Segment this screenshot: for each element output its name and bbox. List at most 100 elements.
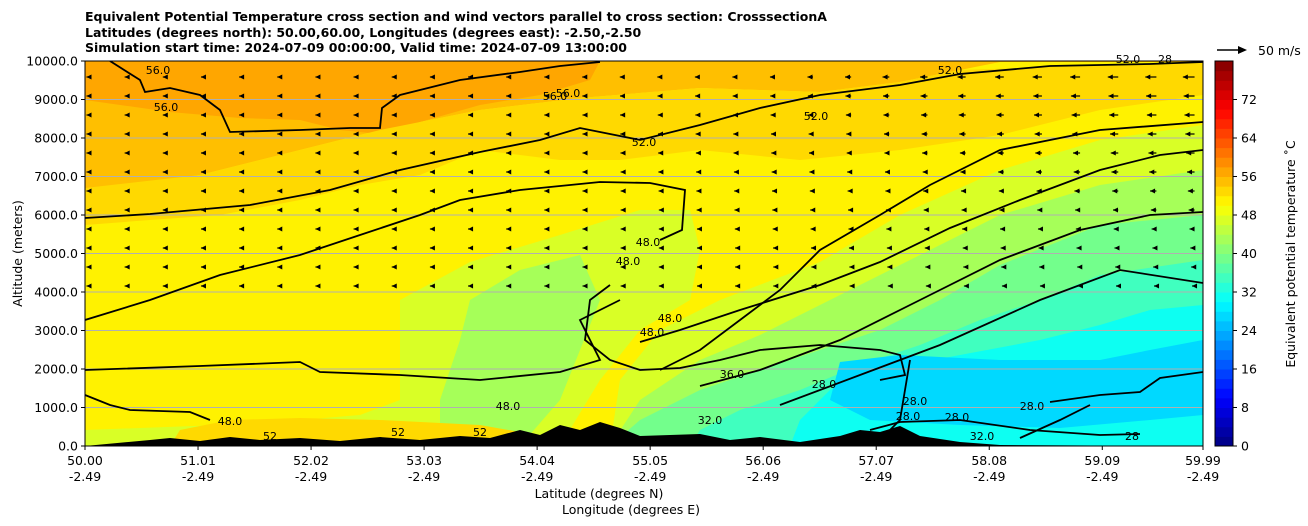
wind-arrowhead: [1114, 245, 1120, 251]
colorbar-step: [1215, 80, 1233, 91]
wind-arrowhead: [733, 131, 739, 137]
wind-arrowhead: [277, 112, 283, 118]
wind-arrowhead: [277, 264, 283, 270]
wind-arrowhead: [1150, 188, 1156, 194]
wind-arrowhead: [468, 245, 474, 251]
wind-arrowhead: [922, 169, 928, 175]
title-line-3: Simulation start time: 2024-07-09 00:00:…: [85, 40, 627, 55]
wind-arrowhead: [506, 169, 512, 175]
wind-arrowhead: [1191, 264, 1197, 270]
wind-arrowhead: [506, 226, 512, 232]
colorbar-step: [1215, 330, 1233, 341]
wind-arrowhead: [124, 207, 130, 213]
wind-arrowhead: [658, 150, 664, 156]
contour-label: 36.0: [720, 368, 745, 381]
contour-label: 52: [473, 426, 487, 439]
wind-arrowhead: [846, 150, 852, 156]
wind-arrowhead: [1076, 245, 1082, 251]
colorbar-tick-label: 24: [1241, 323, 1257, 338]
wind-arrowhead: [468, 74, 474, 80]
x-tick-label-lat: 51.01: [180, 453, 216, 468]
wind-arrowhead: [315, 93, 321, 99]
wind-arrowhead: [734, 226, 740, 232]
colorbar-step: [1215, 272, 1233, 283]
wind-arrowhead: [695, 150, 701, 156]
contour-label: 56.0: [146, 64, 171, 77]
wind-arrowhead: [733, 169, 739, 175]
wind-arrowhead: [353, 226, 359, 232]
wind-arrowhead: [277, 207, 283, 213]
wind-arrowhead: [239, 150, 245, 156]
wind-arrowhead: [997, 150, 1003, 156]
wind-arrowhead: [429, 226, 435, 232]
x-tick-label-lat: 59.99: [1185, 453, 1221, 468]
wind-arrowhead: [315, 112, 321, 118]
wind-arrowhead: [1075, 226, 1081, 232]
x-tick-label-lat: 55.05: [632, 453, 668, 468]
wind-arrowhead: [86, 188, 92, 194]
wind-arrowhead: [658, 283, 664, 289]
wind-arrowhead: [920, 74, 926, 80]
wind-arrowhead: [506, 188, 512, 194]
wind-arrowhead: [582, 207, 588, 213]
title-line-1: Equivalent Potential Temperature cross s…: [85, 9, 827, 24]
y-tick-label: 6000.0: [34, 208, 78, 223]
wind-arrowhead: [1000, 245, 1006, 251]
wind-arrowhead: [200, 207, 206, 213]
wind-arrowhead: [506, 283, 512, 289]
wind-arrowhead: [200, 188, 206, 194]
wind-arrowhead: [886, 245, 892, 251]
colorbar-step: [1215, 253, 1233, 264]
wind-arrowhead: [658, 169, 664, 175]
wind-arrowhead: [735, 245, 741, 251]
colorbar-tick-label: 0: [1241, 439, 1249, 454]
wind-arrowhead: [429, 264, 435, 270]
wind-arrowhead: [735, 283, 741, 289]
wind-arrowhead: [695, 93, 701, 99]
wind-arrowhead: [849, 283, 855, 289]
contour-label: 32.0: [698, 414, 723, 427]
wind-arrowhead: [1115, 264, 1121, 270]
wind-arrowhead: [619, 74, 625, 80]
wind-arrowhead: [963, 283, 969, 289]
wind-arrowhead: [353, 188, 359, 194]
wind-key: 50 m/s: [1217, 43, 1301, 58]
wind-arrowhead: [544, 74, 550, 80]
wind-arrowhead: [1108, 93, 1114, 99]
wind-arrowhead: [732, 74, 738, 80]
wind-arrowhead: [124, 226, 130, 232]
colorbar-step: [1215, 263, 1233, 274]
wind-arrowhead: [162, 112, 168, 118]
chart-title: Equivalent Potential Temperature cross s…: [85, 9, 827, 56]
wind-arrowhead: [697, 264, 703, 270]
wind-arrowhead: [1110, 131, 1116, 137]
wind-arrowhead: [620, 226, 626, 232]
contour-label: 52: [263, 430, 277, 443]
wind-arrowhead: [658, 226, 664, 232]
colorbar-step: [1215, 157, 1233, 168]
y-tick-label: 3000.0: [34, 323, 78, 338]
colorbar-step: [1215, 176, 1233, 187]
wind-arrowhead: [429, 150, 435, 156]
wind-arrowhead: [1033, 93, 1039, 99]
wind-arrowhead: [506, 74, 512, 80]
wind-arrowhead: [391, 283, 397, 289]
wind-arrowhead: [924, 226, 930, 232]
wind-arrowhead: [1110, 150, 1116, 156]
wind-arrowhead: [963, 264, 969, 270]
wind-arrowhead: [769, 74, 775, 80]
colorbar-step: [1215, 215, 1233, 226]
wind-arrowhead: [958, 112, 964, 118]
contour-line: [659, 121, 1203, 371]
wind-arrowhead: [391, 226, 397, 232]
contour-label: 48.0: [496, 400, 521, 413]
wind-arrowhead: [124, 74, 130, 80]
wind-arrowhead: [353, 150, 359, 156]
colorbar-tick-label: 72: [1241, 92, 1257, 107]
wind-arrowhead: [391, 188, 397, 194]
wind-arrowhead: [429, 245, 435, 251]
wind-arrowhead: [544, 112, 550, 118]
wind-arrowhead: [1113, 226, 1119, 232]
contour-label: 52: [391, 426, 405, 439]
wind-arrowhead: [848, 226, 854, 232]
